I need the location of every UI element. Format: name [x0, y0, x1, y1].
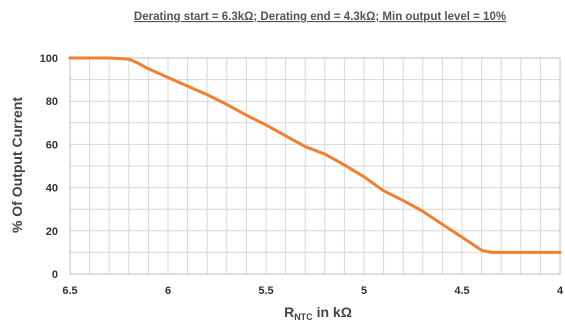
y-tick-label: 80: [46, 96, 58, 108]
x-tick-label: 4: [557, 285, 564, 297]
x-axis-label-subscript: NTC: [294, 312, 313, 322]
x-tick-label: 6: [165, 285, 171, 297]
chart-title: Derating start = 6.3kΩ; Derating end = 4…: [134, 11, 506, 23]
grid-lines: [70, 58, 560, 274]
y-tick-label: 0: [52, 269, 58, 281]
y-tick-label: 100: [40, 53, 58, 65]
derating-curve-line: [68, 56, 562, 254]
plot-frame: [69, 57, 561, 275]
y-axis-label: % Of Output Current: [9, 97, 25, 233]
x-tick-label: 4.5: [454, 285, 469, 297]
x-tick-label: 5: [361, 285, 367, 297]
x-axis-label-main: R: [284, 304, 294, 320]
y-tick-label: 40: [46, 183, 58, 195]
x-axis-label: RNTC in kΩ: [284, 304, 352, 322]
x-axis-label-rest: in kΩ: [313, 304, 352, 320]
x-tick-label: 6.5: [62, 285, 77, 297]
y-tick-label: 60: [46, 139, 58, 151]
y-tick-label: 20: [46, 226, 58, 238]
x-tick-label: 5.5: [258, 285, 273, 297]
